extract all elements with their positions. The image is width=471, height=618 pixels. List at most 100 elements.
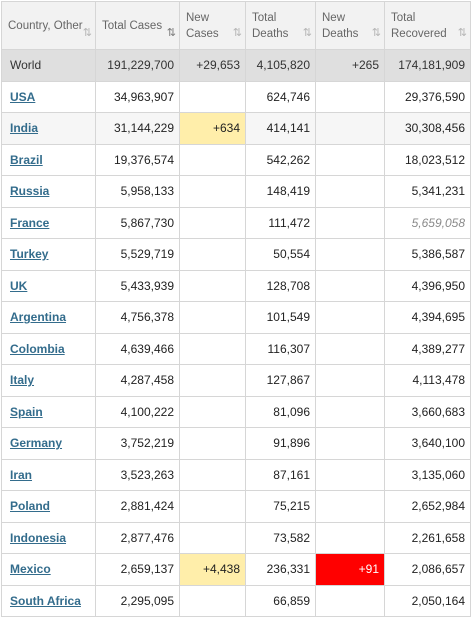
country-cell[interactable]: USA: [1, 80, 96, 113]
total-deaths-cell: 91,896: [245, 427, 316, 460]
country-link[interactable]: Argentina: [10, 310, 67, 325]
new-cases-cell: [179, 301, 246, 334]
new-deaths-cell: [315, 427, 385, 460]
new-deaths-cell: [315, 175, 385, 208]
total-cases-cell: 3,523,263: [95, 458, 180, 491]
country-link[interactable]: Spain: [10, 404, 43, 419]
total-deaths-cell: 128,708: [245, 269, 316, 302]
new-deaths-cell: [315, 143, 385, 176]
new-cases-cell: +634: [179, 112, 246, 145]
total-cases-cell: 2,877,476: [95, 521, 180, 554]
new-deaths-cell: +265: [315, 49, 385, 82]
total-deaths-cell: 236,331: [245, 553, 316, 586]
total-deaths-cell: 111,472: [245, 206, 316, 239]
country-cell[interactable]: South Africa: [1, 584, 96, 617]
total-recovered-cell: 2,050,164: [384, 584, 471, 617]
country-cell[interactable]: Colombia: [1, 332, 96, 365]
sort-icon[interactable]: ⇅: [457, 27, 467, 39]
header-new-deaths[interactable]: New Deaths ⇅: [315, 1, 385, 50]
table-header-row: Country, Other ⇅ Total Cases ⇅ New Cases ⇅ …: [1, 1, 471, 50]
country-cell[interactable]: UK: [1, 269, 96, 302]
total-cases-cell: 3,752,219: [95, 427, 180, 460]
country-link[interactable]: South Africa: [10, 593, 81, 608]
header-total-recovered[interactable]: Total Recovered ⇅: [384, 1, 471, 50]
header-new-cases[interactable]: New Cases ⇅: [179, 1, 246, 50]
country-cell[interactable]: Spain: [1, 395, 96, 428]
country-cell[interactable]: Argentina: [1, 301, 96, 334]
total-cases-cell: 5,433,939: [95, 269, 180, 302]
country-link[interactable]: Colombia: [10, 341, 65, 356]
country-link[interactable]: Mexico: [10, 562, 51, 577]
table-body: World 191,229,700 +29,653 4,105,820 +265 174,…: [1, 49, 471, 617]
new-deaths-cell: [315, 364, 385, 397]
country-cell[interactable]: India: [1, 112, 96, 145]
total-recovered-cell: 2,086,657: [384, 553, 471, 586]
country-cell[interactable]: Indonesia: [1, 521, 96, 554]
table-row: Argentina 4,756,378 101,549 4,394,695: [1, 301, 471, 334]
new-deaths-cell: [315, 332, 385, 365]
country-cell[interactable]: Italy: [1, 364, 96, 397]
new-cases-cell: +29,653: [179, 49, 246, 82]
new-cases-cell: [179, 238, 246, 271]
total-deaths-cell: 66,859: [245, 584, 316, 617]
new-cases-cell: [179, 143, 246, 176]
table-row: Germany 3,752,219 91,896 3,640,100: [1, 427, 471, 460]
total-cases-cell: 5,867,730: [95, 206, 180, 239]
country-cell[interactable]: Germany: [1, 427, 96, 460]
country-cell[interactable]: Brazil: [1, 143, 96, 176]
country-link[interactable]: Germany: [10, 436, 63, 451]
country-link[interactable]: Italy: [10, 373, 35, 388]
sort-icon[interactable]: ⇅: [82, 27, 92, 39]
sort-icon[interactable]: ⇅: [166, 27, 176, 39]
country-link[interactable]: UK: [10, 278, 28, 293]
table-row: Indonesia 2,877,476 73,582 2,261,658: [1, 521, 471, 554]
sort-icon[interactable]: ⇅: [302, 27, 312, 39]
header-country[interactable]: Country, Other ⇅: [1, 1, 96, 50]
country-cell[interactable]: Mexico: [1, 553, 96, 586]
country-link[interactable]: Russia: [10, 184, 50, 199]
country-link[interactable]: Indonesia: [10, 530, 67, 545]
total-deaths-cell: 73,582: [245, 521, 316, 554]
header-label: New Deaths: [322, 11, 359, 40]
total-deaths-cell: 81,096: [245, 395, 316, 428]
header-label: Country, Other: [8, 19, 83, 32]
country-cell[interactable]: Russia: [1, 175, 96, 208]
table-row: South Africa 2,295,095 66,859 2,050,164: [1, 584, 471, 617]
total-cases-cell: 5,529,719: [95, 238, 180, 271]
total-recovered-cell: 4,396,950: [384, 269, 471, 302]
new-cases-cell: [179, 584, 246, 617]
country-link[interactable]: India: [10, 121, 39, 136]
sort-icon[interactable]: ⇅: [371, 27, 381, 39]
header-total-deaths[interactable]: Total Deaths ⇅: [245, 1, 316, 50]
table-row: USA 34,963,907 624,746 29,376,590: [1, 80, 471, 113]
new-cases-cell: [179, 269, 246, 302]
new-cases-cell: [179, 175, 246, 208]
table-row: India 31,144,229 +634 414,141 30,308,456: [1, 112, 471, 145]
country-link[interactable]: Brazil: [10, 152, 43, 167]
table-row: Colombia 4,639,466 116,307 4,389,277: [1, 332, 471, 365]
total-cases-cell: 5,958,133: [95, 175, 180, 208]
header-label: New Cases: [186, 11, 219, 40]
total-cases-cell: 4,287,458: [95, 364, 180, 397]
country-cell[interactable]: Turkey: [1, 238, 96, 271]
country-cell[interactable]: France: [1, 206, 96, 239]
country-cell[interactable]: Poland: [1, 490, 96, 523]
new-deaths-cell: [315, 584, 385, 617]
total-recovered-cell: 2,261,658: [384, 521, 471, 554]
total-cases-cell: 31,144,229: [95, 112, 180, 145]
country-cell[interactable]: Iran: [1, 458, 96, 491]
new-cases-cell: [179, 458, 246, 491]
total-recovered-cell: 18,023,512: [384, 143, 471, 176]
country-link[interactable]: Turkey: [10, 247, 49, 262]
total-cases-cell: 2,295,095: [95, 584, 180, 617]
country-link[interactable]: USA: [10, 89, 36, 104]
sort-icon[interactable]: ⇅: [232, 27, 242, 39]
new-deaths-cell: [315, 301, 385, 334]
new-deaths-cell: [315, 395, 385, 428]
country-link[interactable]: Iran: [10, 467, 33, 482]
total-deaths-cell: 542,262: [245, 143, 316, 176]
country-link[interactable]: France: [10, 215, 50, 230]
table-row: Iran 3,523,263 87,161 3,135,060: [1, 458, 471, 491]
header-total-cases[interactable]: Total Cases ⇅: [95, 1, 180, 50]
country-link[interactable]: Poland: [10, 499, 51, 514]
